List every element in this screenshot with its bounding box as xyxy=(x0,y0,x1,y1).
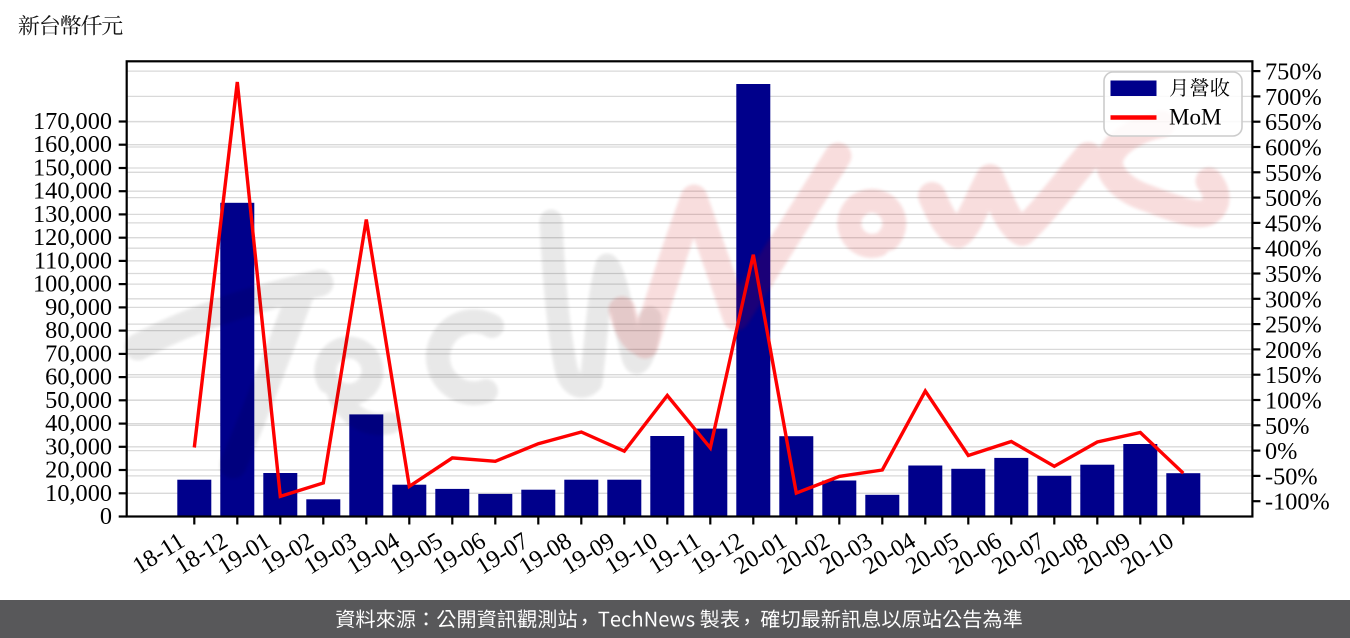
svg-text:-100%: -100% xyxy=(1265,489,1330,516)
svg-text:750%: 750% xyxy=(1265,59,1322,86)
svg-text:70,000: 70,000 xyxy=(45,340,112,367)
svg-text:350%: 350% xyxy=(1265,261,1322,288)
svg-text:50%: 50% xyxy=(1265,413,1310,440)
svg-text:450%: 450% xyxy=(1265,210,1322,237)
svg-text:40,000: 40,000 xyxy=(45,410,112,437)
svg-text:30,000: 30,000 xyxy=(45,433,112,460)
svg-text:-50%: -50% xyxy=(1265,463,1318,490)
svg-text:80,000: 80,000 xyxy=(45,317,112,344)
svg-text:250%: 250% xyxy=(1265,312,1322,339)
svg-text:110,000: 110,000 xyxy=(34,247,112,274)
svg-text:140,000: 140,000 xyxy=(33,178,112,205)
svg-text:60,000: 60,000 xyxy=(45,364,112,391)
svg-text:160,000: 160,000 xyxy=(33,131,112,158)
svg-text:100%: 100% xyxy=(1265,388,1322,415)
svg-text:20,000: 20,000 xyxy=(45,457,112,484)
svg-text:650%: 650% xyxy=(1265,109,1322,136)
svg-text:100,000: 100,000 xyxy=(33,271,112,298)
svg-text:10,000: 10,000 xyxy=(45,480,112,507)
svg-text:50,000: 50,000 xyxy=(45,387,112,414)
svg-text:200%: 200% xyxy=(1265,337,1322,364)
svg-text:400%: 400% xyxy=(1265,236,1322,263)
svg-text:90,000: 90,000 xyxy=(45,294,112,321)
svg-text:150,000: 150,000 xyxy=(33,155,112,182)
svg-text:150%: 150% xyxy=(1265,362,1322,389)
svg-text:0: 0 xyxy=(100,503,112,530)
svg-text:130,000: 130,000 xyxy=(33,201,112,228)
svg-text:300%: 300% xyxy=(1265,286,1322,313)
svg-text:0%: 0% xyxy=(1265,438,1297,465)
svg-text:500%: 500% xyxy=(1265,185,1322,212)
svg-text:550%: 550% xyxy=(1265,160,1322,187)
svg-text:600%: 600% xyxy=(1265,135,1322,162)
svg-text:700%: 700% xyxy=(1265,84,1322,111)
svg-text:170,000: 170,000 xyxy=(33,108,112,135)
svg-text:MoM: MoM xyxy=(1169,105,1221,130)
svg-text:120,000: 120,000 xyxy=(33,224,112,251)
